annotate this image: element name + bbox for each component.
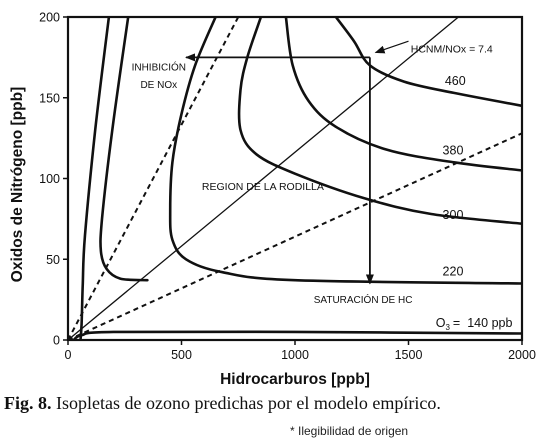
y-tick-label: 150 — [39, 91, 60, 105]
isopleth-label-460: 460 — [445, 74, 466, 88]
saturation-label: SATURACIÓN DE HC — [314, 293, 413, 306]
x-tick-label: 1500 — [395, 348, 423, 362]
isopleth-label-220: 220 — [443, 264, 464, 278]
dashed-line-2 — [68, 132, 522, 340]
x-axis-title: Hidrocarburos [ppb] — [220, 371, 370, 388]
o3-subscript: 3 — [445, 323, 450, 332]
x-tick-label: 500 — [171, 348, 192, 362]
ratio-label: HCNM/NOx = 7.4 — [411, 44, 493, 56]
o3-value: 140 ppb — [467, 316, 512, 330]
figure-label: Fig. 8. — [4, 393, 52, 413]
x-tick-label: 1000 — [281, 348, 309, 362]
figure-caption-text: Isopletas de ozono predichas por el mode… — [51, 393, 441, 413]
isopleth-curve-1 — [334, 17, 522, 108]
dashed-line-1 — [68, 17, 240, 340]
ridge-region-label: REGION DE LA RODILLA — [202, 181, 324, 193]
y-tick-label: 0 — [53, 334, 60, 348]
isopleth-curve-7 — [72, 330, 522, 340]
y-tick-label: 100 — [39, 172, 60, 186]
ozone-isopleth-chart: 460 380 300 220 O3 = 140 ppb HCNM/NOx = 7.4 INHI… — [9, 11, 536, 389]
y-tick-label: 200 — [39, 11, 60, 25]
x-tick-label: 0 — [65, 348, 72, 362]
ratio-pointer — [374, 40, 409, 54]
inhibition-label-line-1: INHIBICIÓN — [132, 60, 186, 73]
isopleth-curve-4 — [168, 17, 522, 285]
o3-label: O3 = 140 ppb — [436, 316, 513, 332]
figure-caption: Fig. 8. Isopletas de ozono predichas por… — [4, 393, 441, 414]
o3-equals: = — [453, 316, 460, 330]
y-tick-label: 50 — [46, 253, 60, 267]
isopleth-curve-6 — [79, 17, 111, 340]
isopleth-curve-3 — [237, 17, 522, 225]
x-tick-label: 2000 — [508, 348, 536, 362]
ridge-line — [68, 17, 459, 340]
isopleth-label-300: 300 — [443, 208, 464, 222]
inhibition-label-line-2: DE NOx — [140, 80, 177, 91]
isopleth-label-380: 380 — [443, 143, 464, 157]
y-axis-title: Oxidos de Nitrógeno [ppb] — [9, 87, 26, 282]
isopleth-curve-2 — [284, 17, 522, 172]
isopleth-curve-5 — [99, 17, 149, 282]
o3-symbol: O — [436, 316, 446, 330]
source-note: * Ilegibilidad de origen — [290, 424, 409, 438]
